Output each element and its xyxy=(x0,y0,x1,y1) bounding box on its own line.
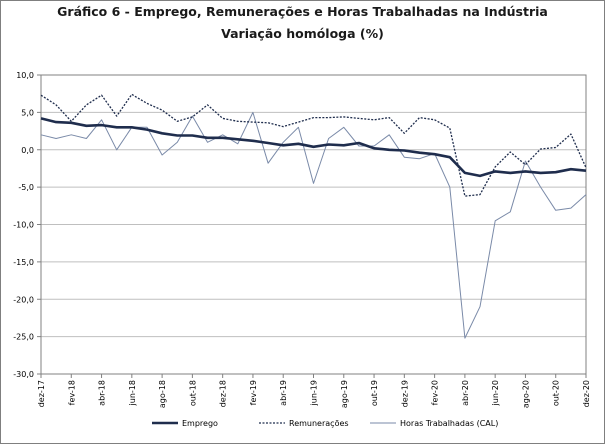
x-tick-label: jun-19 xyxy=(310,380,319,406)
y-tick-label: -15,0 xyxy=(13,258,34,267)
x-tick-label: abr-20 xyxy=(461,380,470,406)
y-tick-label: -5,0 xyxy=(18,183,34,192)
x-tick-label: jun-20 xyxy=(491,380,500,406)
series-line-remunera-es xyxy=(40,93,587,197)
axes: 10,05,00,0-5,0-10,0-15,0-20,0-25,0-30,0d… xyxy=(13,71,591,408)
series-lines xyxy=(40,93,587,339)
x-tick-label: ago-19 xyxy=(340,380,349,408)
x-tick-label: dez-18 xyxy=(219,380,228,407)
series-line-emprego xyxy=(40,117,587,178)
x-tick-label: dez-17 xyxy=(37,380,46,407)
legend-label: Emprego xyxy=(182,419,218,428)
chart-title: Gráfico 6 - Emprego, Remunerações e Hora… xyxy=(57,4,548,19)
y-tick-label: 0,0 xyxy=(21,146,34,155)
x-tick-label: out-18 xyxy=(188,380,197,406)
x-tick-label: abr-19 xyxy=(279,380,288,406)
y-tick-label: -20,0 xyxy=(13,295,34,304)
x-tick-label: jun-18 xyxy=(128,380,137,406)
y-tick-label: 10,0 xyxy=(16,71,34,80)
x-tick-label: dez-19 xyxy=(400,380,409,407)
x-tick-label: ago-20 xyxy=(521,380,530,408)
x-tick-label: fev-19 xyxy=(249,380,258,405)
x-tick-label: ago-18 xyxy=(158,380,167,408)
legend-label: Horas Trabalhadas (CAL) xyxy=(400,419,498,428)
x-tick-label: abr-18 xyxy=(98,380,107,406)
x-tick-label: out-20 xyxy=(552,380,561,406)
gridlines xyxy=(41,74,586,375)
y-tick-label: -30,0 xyxy=(13,370,34,379)
y-tick-label: -10,0 xyxy=(13,221,34,230)
legend-label: Remunerações xyxy=(289,419,349,428)
x-tick-label: fev-18 xyxy=(67,380,76,405)
y-tick-label: -25,0 xyxy=(13,333,34,342)
legend: Emprego Remunerações Horas Trabalhadas (CA… xyxy=(152,419,498,428)
x-tick-label: out-19 xyxy=(370,380,379,406)
x-tick-label: dez-20 xyxy=(582,380,591,407)
y-tick-label: 5,0 xyxy=(21,108,34,117)
x-tick-label: fev-20 xyxy=(431,380,440,405)
chart-subtitle: Variação homóloga (%) xyxy=(221,26,384,41)
